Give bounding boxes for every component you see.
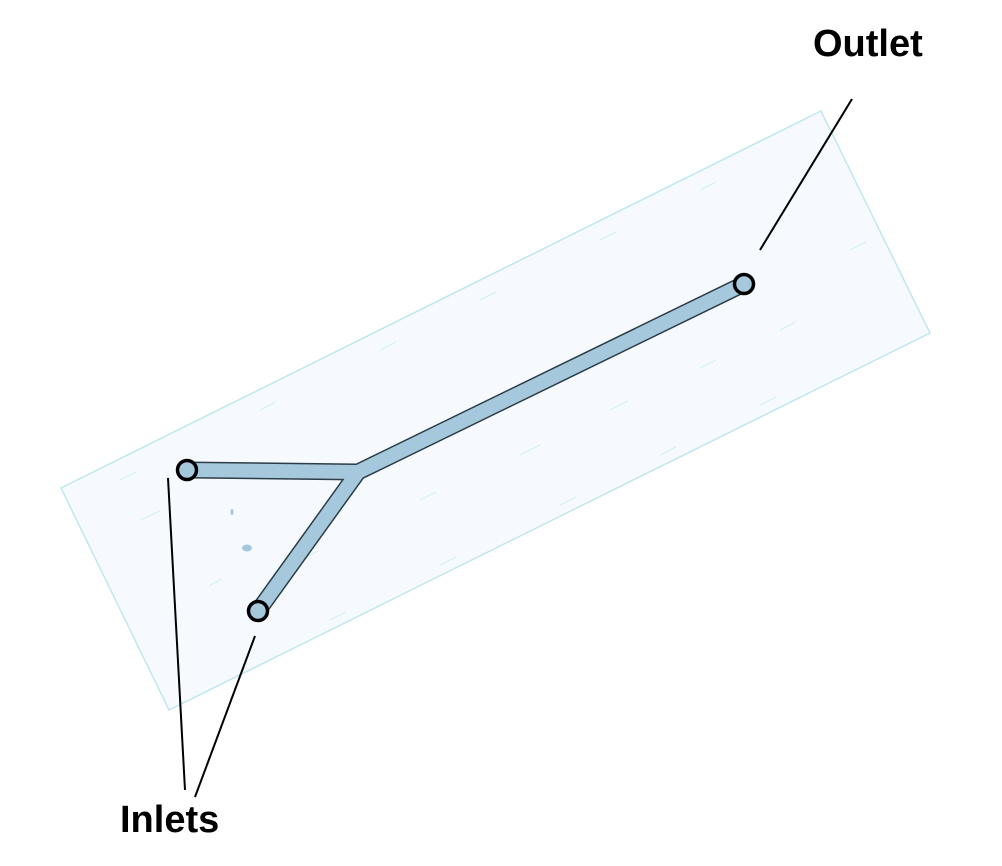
inlet-port-1	[175, 458, 199, 482]
inlet-leader-2	[194, 635, 256, 798]
outlet-label: Outlet	[813, 23, 923, 65]
channel-network	[178, 275, 753, 620]
inlet-port-2	[246, 599, 270, 623]
chip-texture	[119, 181, 867, 621]
leader-lines	[167, 98, 853, 798]
inlets-label: Inlets	[120, 799, 219, 841]
inlet-leader-1	[167, 477, 186, 791]
outlet-leader	[759, 98, 853, 251]
outlet-port	[732, 272, 756, 296]
debris-mark-small	[230, 509, 234, 515]
debris-mark	[242, 544, 252, 552]
